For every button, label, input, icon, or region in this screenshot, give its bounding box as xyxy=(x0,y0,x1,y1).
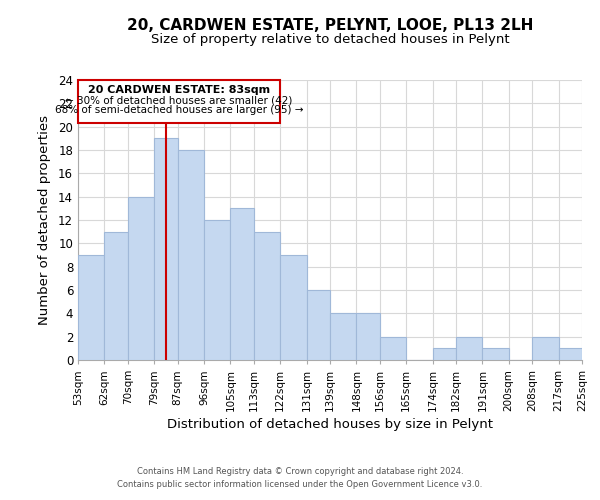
Bar xyxy=(482,348,509,360)
Text: 68% of semi-detached houses are larger (95) →: 68% of semi-detached houses are larger (… xyxy=(55,105,304,115)
Text: 20 CARDWEN ESTATE: 83sqm: 20 CARDWEN ESTATE: 83sqm xyxy=(88,84,270,94)
Bar xyxy=(204,220,230,360)
Bar xyxy=(356,314,380,360)
Bar xyxy=(307,290,330,360)
X-axis label: Distribution of detached houses by size in Pelynt: Distribution of detached houses by size … xyxy=(167,418,493,431)
Bar xyxy=(254,232,280,360)
Bar xyxy=(433,348,456,360)
Bar xyxy=(280,255,307,360)
Bar xyxy=(380,336,406,360)
Bar xyxy=(78,255,104,360)
Bar xyxy=(128,196,154,360)
Text: Size of property relative to detached houses in Pelynt: Size of property relative to detached ho… xyxy=(151,32,509,46)
Bar xyxy=(230,208,254,360)
Bar xyxy=(178,150,204,360)
Text: ← 30% of detached houses are smaller (42): ← 30% of detached houses are smaller (42… xyxy=(65,95,293,105)
Text: Contains HM Land Registry data © Crown copyright and database right 2024.: Contains HM Land Registry data © Crown c… xyxy=(137,467,463,476)
Bar xyxy=(330,314,356,360)
Bar xyxy=(154,138,178,360)
Bar xyxy=(104,232,128,360)
Bar xyxy=(532,336,559,360)
Y-axis label: Number of detached properties: Number of detached properties xyxy=(38,115,51,325)
Text: 20, CARDWEN ESTATE, PELYNT, LOOE, PL13 2LH: 20, CARDWEN ESTATE, PELYNT, LOOE, PL13 2… xyxy=(127,18,533,32)
Bar xyxy=(559,348,582,360)
FancyBboxPatch shape xyxy=(78,80,280,123)
Text: Contains public sector information licensed under the Open Government Licence v3: Contains public sector information licen… xyxy=(118,480,482,489)
Bar xyxy=(456,336,482,360)
